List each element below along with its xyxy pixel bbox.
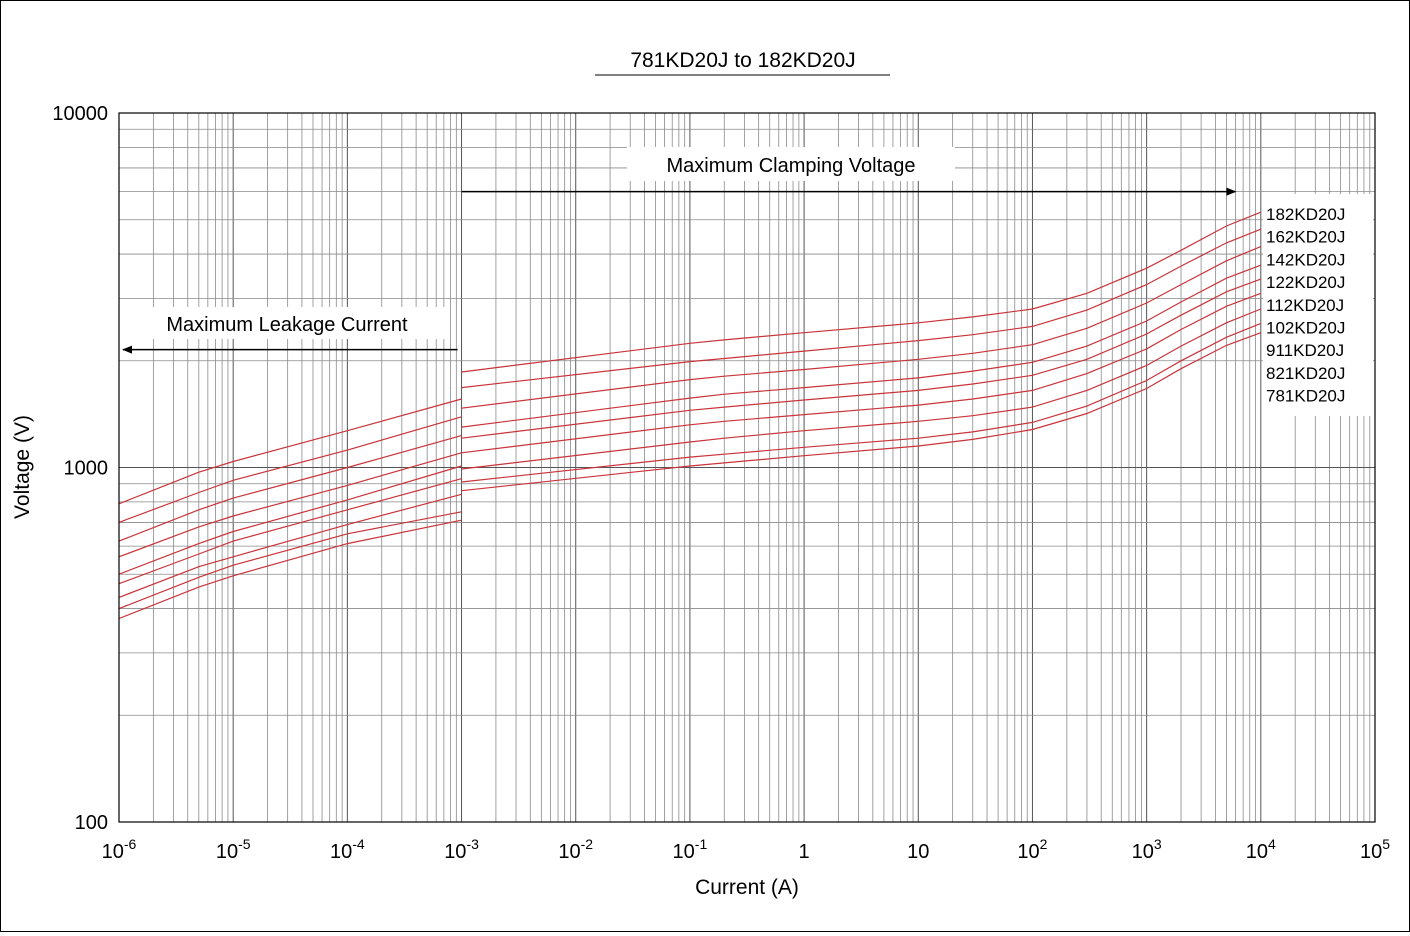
y-tick-label: 10000 [52,103,108,125]
series-line-leakage-821KD20J [118,511,462,610]
y-tick-label: 100 [75,812,108,834]
series-label-821KD20J: 821KD20J [1266,364,1345,383]
x-tick-label: 10-6 [102,836,137,863]
series-line-clamping-182KD20J [461,211,1262,373]
series-label-122KD20J: 122KD20J [1266,273,1345,292]
y-axis-label: Voltage (V) [11,415,34,519]
x-tick-label: 10-5 [216,836,251,863]
series-label-182KD20J: 182KD20J [1266,205,1345,224]
annotations: Maximum Clamping Voltage Maximum Leakage … [122,147,1237,354]
series-line-leakage-142KD20J [118,435,462,542]
plot-area-border [118,112,1376,823]
tick-labels: 10-6 10-5 10-4 10-3 10-2 10-1 1 10 102 103 104 105 1… [52,103,1390,863]
series-label-781KD20J: 781KD20J [1266,387,1345,406]
series-label-112KD20J: 112KD20J [1266,296,1344,315]
grid [118,113,1375,823]
series-line-leakage-112KD20J [118,465,462,575]
series-line-leakage-182KD20J [118,398,462,505]
leakage-label-bg [129,307,447,339]
x-tick-label: 10-2 [558,836,593,863]
series-line-leakage-781KD20J [118,519,462,620]
series-line-clamping-162KD20J [461,228,1262,389]
series-line-clamping-112KD20J [461,278,1262,439]
series-line-leakage-911KD20J [118,493,462,598]
series-line-leakage-102KD20J [118,478,462,585]
series-labels-bg [1263,194,1373,416]
series-line-clamping-821KD20J [461,322,1262,483]
series-labels: 182KD20J 162KD20J 142KD20J 122KD20J 112KD20J… [1263,194,1373,416]
x-tick-label: 102 [1017,836,1047,863]
series-label-102KD20J: 102KD20J [1266,319,1345,338]
clamping-label-bg [627,147,955,181]
x-tick-label: 10-3 [444,836,479,863]
chart-title: 781KD20J to 182KD20J [630,49,855,72]
leakage-label: Maximum Leakage Current [166,314,408,336]
series-line-clamping-102KD20J [461,292,1262,454]
series-line-leakage-162KD20J [118,416,462,523]
clamping-label: Maximum Clamping Voltage [667,155,916,177]
series-line-clamping-911KD20J [461,308,1262,470]
x-tick-label: 103 [1132,836,1162,863]
series-line-clamping-122KD20J [461,264,1262,428]
series-label-162KD20J: 162KD20J [1266,228,1345,247]
series-label-911KD20J: 911KD20J [1266,341,1344,360]
series-line-clamping-142KD20J [461,246,1262,409]
x-tick-label: 10-1 [673,836,708,863]
series-line-clamping-781KD20J [461,332,1262,492]
x-tick-label: 104 [1246,836,1276,863]
x-tick-label: 10 [907,841,929,863]
series-label-142KD20J: 142KD20J [1266,250,1345,269]
x-tick-label: 10-4 [330,836,365,863]
x-axis-label: Current (A) [695,876,799,899]
x-tick-label: 1 [799,841,810,863]
series-lines [118,211,1262,620]
series-line-leakage-122KD20J [118,452,462,558]
y-tick-label: 1000 [64,458,109,480]
x-tick-label: 105 [1360,836,1390,863]
